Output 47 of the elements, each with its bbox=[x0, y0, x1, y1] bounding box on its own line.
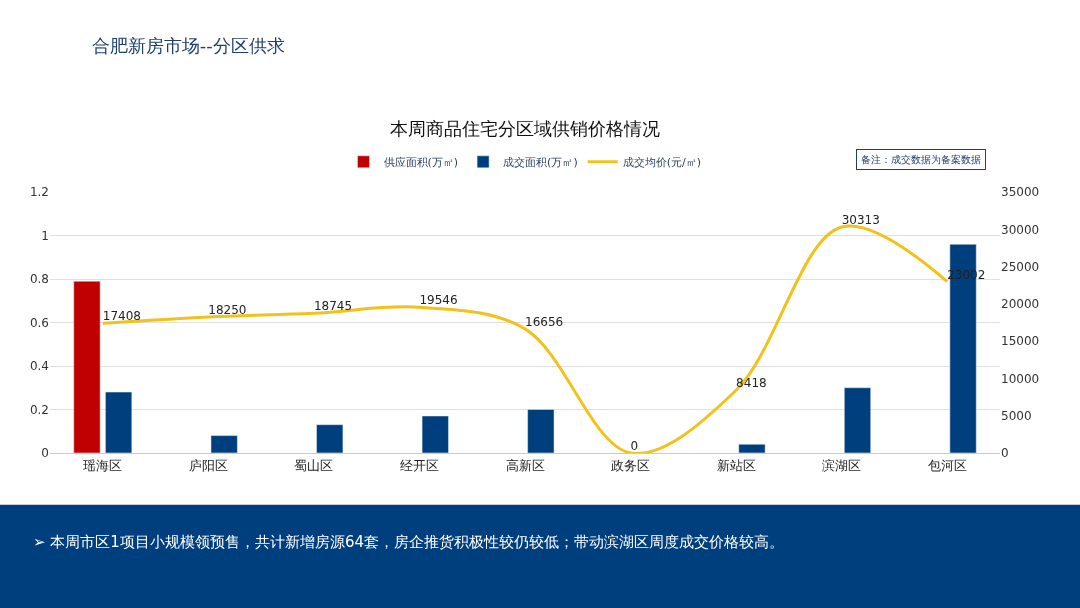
bar bbox=[210, 435, 238, 453]
data-label: 16656 bbox=[525, 314, 564, 329]
legend-label: 供应面积(万㎡) bbox=[383, 156, 459, 170]
y2-tick-label: 35000 bbox=[1001, 185, 1040, 200]
y-tick-label: 0 bbox=[41, 446, 49, 461]
bar bbox=[738, 444, 766, 453]
y-tick-label: 1 bbox=[41, 228, 49, 243]
data-label: 30313 bbox=[841, 213, 880, 228]
y2-tick-label: 15000 bbox=[1001, 334, 1040, 349]
line-series bbox=[101, 224, 949, 453]
chart-subtitle: 本周商品住宅分区域供销价格情况 bbox=[390, 118, 660, 139]
text: 备注：成交数据为备案数据 bbox=[861, 154, 981, 165]
bar bbox=[105, 391, 133, 453]
bar bbox=[316, 424, 344, 453]
y2-tick-label: 10000 bbox=[1001, 371, 1040, 386]
y2-tick-label: 5000 bbox=[1001, 408, 1032, 423]
y-tick-label: 1.2 bbox=[29, 185, 49, 200]
y-tick-label: 0.8 bbox=[29, 272, 49, 287]
text: ➢ 本周市区1项目小规模领预售，共计新增房源64套，房企推货积极性较仍较低；带动滨湖区周度成交价格较高。 bbox=[33, 533, 784, 551]
x-tick-label: 新站区 bbox=[716, 457, 756, 473]
x-tick-label: 瑶海区 bbox=[83, 457, 123, 473]
bar bbox=[844, 387, 871, 453]
y-tick-label: 0.2 bbox=[29, 402, 49, 417]
x-tick-label: 政务区 bbox=[611, 457, 651, 473]
x-tick-label: 经开区 bbox=[399, 457, 439, 473]
y2-tick-label: 25000 bbox=[1001, 259, 1040, 274]
bar bbox=[73, 281, 101, 453]
x-tick-label: 蜀山区 bbox=[294, 457, 334, 473]
legend-label: 成交面积(万㎡) bbox=[503, 156, 578, 170]
bar bbox=[527, 409, 555, 453]
legend-label: 成交均价(元/㎡) bbox=[622, 156, 701, 170]
y2-tick-label: 20000 bbox=[1001, 297, 1040, 312]
chart-title: 合肥新房市场--分区供求 bbox=[91, 35, 285, 57]
x-tick-label: 庐阳区 bbox=[188, 457, 228, 473]
y-tick-label: 0.6 bbox=[29, 315, 49, 330]
x-tick-label: 滨湖区 bbox=[822, 457, 862, 473]
data-label: 0 bbox=[630, 438, 639, 453]
x-tick-label: 包河区 bbox=[927, 457, 967, 473]
y2-tick-label: 30000 bbox=[1001, 222, 1040, 237]
y2-tick-label: 0 bbox=[1001, 446, 1009, 461]
data-label: 19546 bbox=[419, 293, 458, 308]
data-label: 18745 bbox=[313, 299, 353, 314]
bar bbox=[421, 415, 449, 453]
x-tick-label: 高新区 bbox=[505, 457, 545, 473]
data-label: 17408 bbox=[102, 309, 141, 324]
y-tick-label: 0.4 bbox=[29, 359, 49, 374]
data-label: 18250 bbox=[208, 302, 247, 317]
